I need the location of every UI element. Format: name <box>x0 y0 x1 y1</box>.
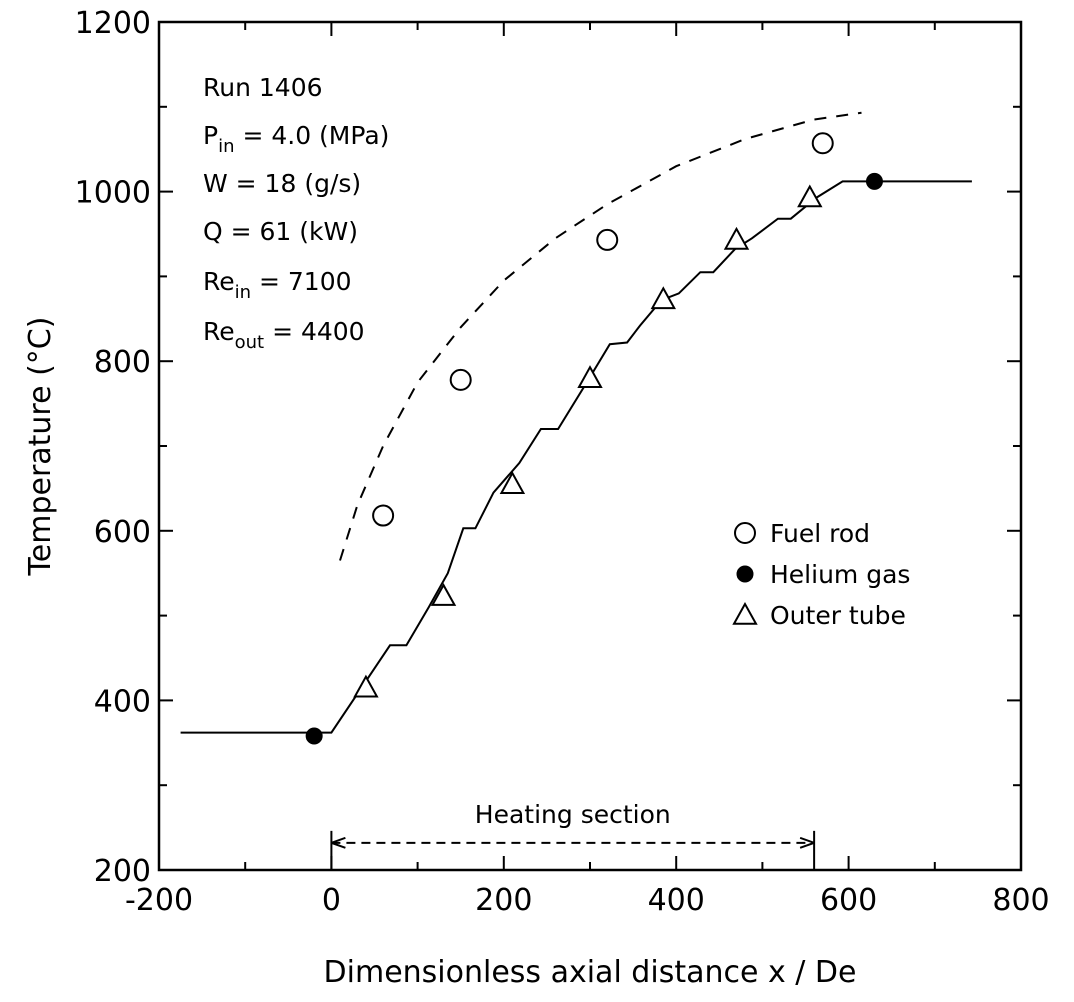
outer-tube-point <box>577 365 603 388</box>
rein-label: Rein = 7100 <box>203 267 352 303</box>
w-label: W = 18 (g/s) <box>203 169 361 198</box>
y-tick-label: 400 <box>94 684 151 719</box>
legend-outer-tube-label: Outer tube <box>770 601 906 630</box>
heating-section-annotation: Heating section <box>330 800 816 870</box>
legend-fuel-rod-marker <box>734 522 756 544</box>
outer-tube-solid-curve <box>180 180 972 734</box>
x-tick-label: 0 <box>322 883 341 918</box>
outer-tube-point <box>499 471 526 494</box>
y-tick-labels: 200 400 600 800 1000 1200 <box>75 6 151 889</box>
fuel-rod-point <box>811 132 834 155</box>
x-tick-label: 600 <box>820 883 877 918</box>
y-axis-title: Temperature (°C) <box>23 317 58 577</box>
helium-gas-point <box>865 172 883 190</box>
y-tick-label: 200 <box>94 854 151 889</box>
fuel-rod-dashed-curve <box>339 111 862 561</box>
y-tick-label: 1000 <box>75 176 151 211</box>
helium-gas-point <box>305 727 323 745</box>
run-label: Run 1406 <box>203 73 323 102</box>
legend-fuel-rod-label: Fuel rod <box>770 519 870 548</box>
x-tick-label: 800 <box>992 883 1049 918</box>
x-tick-label: 200 <box>475 883 532 918</box>
outer-tube-point <box>353 674 379 698</box>
x-tick-label: -200 <box>125 883 193 918</box>
tick-marks <box>158 21 1022 871</box>
legend: Fuel rod Helium gas Outer tube <box>732 519 910 630</box>
fuel-rod-point <box>449 368 472 391</box>
data-points <box>305 132 883 745</box>
y-tick-label: 600 <box>94 515 151 550</box>
x-tick-labels: -200 0 200 400 600 800 <box>125 883 1050 918</box>
legend-helium-gas-marker <box>736 565 754 583</box>
reout-label: Reout = 4400 <box>203 317 365 353</box>
heating-section-label: Heating section <box>475 800 671 829</box>
legend-outer-tube-marker <box>732 601 758 625</box>
pin-label: Pin = 4.0 (MPa) <box>203 121 389 157</box>
legend-helium-gas-label: Helium gas <box>770 560 910 589</box>
outer-tube-point <box>797 184 823 208</box>
outer-tube-point <box>430 583 457 606</box>
fuel-rod-point <box>372 504 395 527</box>
y-tick-label: 1200 <box>75 6 151 41</box>
outer-tube-point <box>650 286 676 310</box>
curves <box>180 111 972 734</box>
fuel-rod-point <box>596 228 619 251</box>
x-tick-label: 400 <box>648 883 705 918</box>
x-axis-title: Dimensionless axial distance x / De <box>324 955 857 990</box>
y-tick-label: 800 <box>94 345 151 380</box>
q-label: Q = 61 (kW) <box>203 217 358 246</box>
run-info: Run 1406 Pin = 4.0 (MPa) W = 18 (g/s) Q … <box>203 73 389 353</box>
outer-tube-point <box>723 226 750 250</box>
